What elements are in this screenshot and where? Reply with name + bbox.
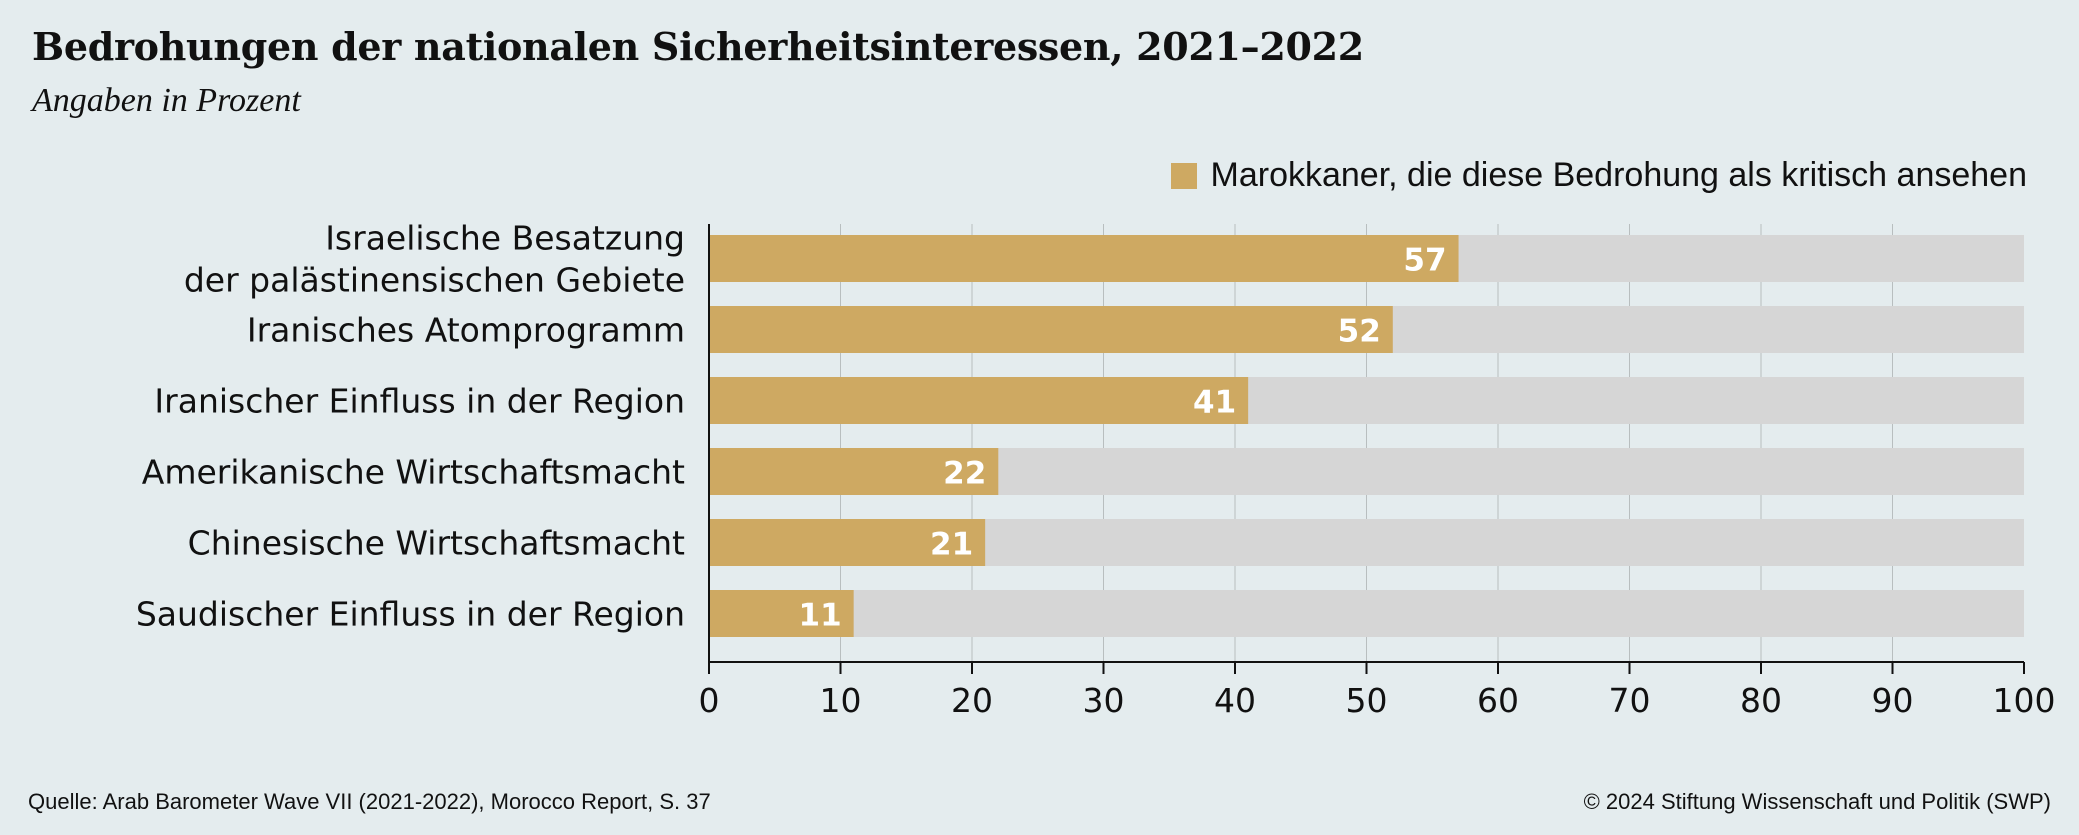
source-note: Quelle: Arab Barometer Wave VII (2021-20… [28, 789, 711, 814]
bar-track [709, 590, 2024, 637]
bar-value-label: 11 [799, 598, 842, 634]
category-label: Iranischer Einfluss in der Region [154, 382, 685, 421]
bar [709, 235, 1459, 282]
x-tick-label: 80 [1740, 681, 1782, 720]
copyright-note: © 2024 Stiftung Wissenschaft und Politik… [1583, 789, 2051, 814]
category-label: Saudischer Einfluss in der Region [136, 595, 685, 634]
bar [709, 377, 1249, 424]
x-tick-label: 60 [1477, 681, 1519, 720]
bar [709, 519, 986, 566]
bar-value-label: 57 [1403, 243, 1446, 279]
category-label: der palästinensischen Gebiete [184, 261, 685, 300]
legend-swatch [1170, 162, 1197, 189]
category-label: Chinesische Wirtschaftsmacht [188, 524, 685, 563]
x-tick-label: 90 [1872, 681, 1914, 720]
bar-value-label: 52 [1338, 314, 1381, 350]
bar-value-label: 21 [930, 527, 973, 563]
bar-value-label: 22 [943, 456, 986, 492]
category-label: Amerikanische Wirtschaftsmacht [142, 453, 685, 492]
x-tick-label: 100 [1993, 681, 2056, 720]
bar [709, 448, 999, 495]
x-tick-label: 70 [1609, 681, 1651, 720]
bar [709, 590, 854, 637]
chart-subtitle: Angaben in Prozent [32, 82, 301, 119]
chart-legend: Marokkaner, die diese Bedrohung als krit… [1170, 156, 2027, 195]
x-tick-label: 40 [1214, 681, 1256, 720]
bar-value-label: 41 [1193, 385, 1236, 421]
x-tick-label: 10 [820, 681, 862, 720]
bar [709, 306, 1393, 353]
x-tick-label: 0 [699, 681, 720, 720]
category-label: Iranisches Atomprogramm [247, 311, 685, 350]
x-tick-label: 30 [1083, 681, 1125, 720]
x-tick-label: 50 [1346, 681, 1388, 720]
category-label: Israelische Besatzung [325, 219, 685, 258]
chart-title: Bedrohungen der nationalen Sicherheitsin… [32, 24, 1364, 69]
x-tick-label: 20 [951, 681, 993, 720]
legend-label: Marokkaner, die diese Bedrohung als krit… [1210, 156, 2027, 194]
